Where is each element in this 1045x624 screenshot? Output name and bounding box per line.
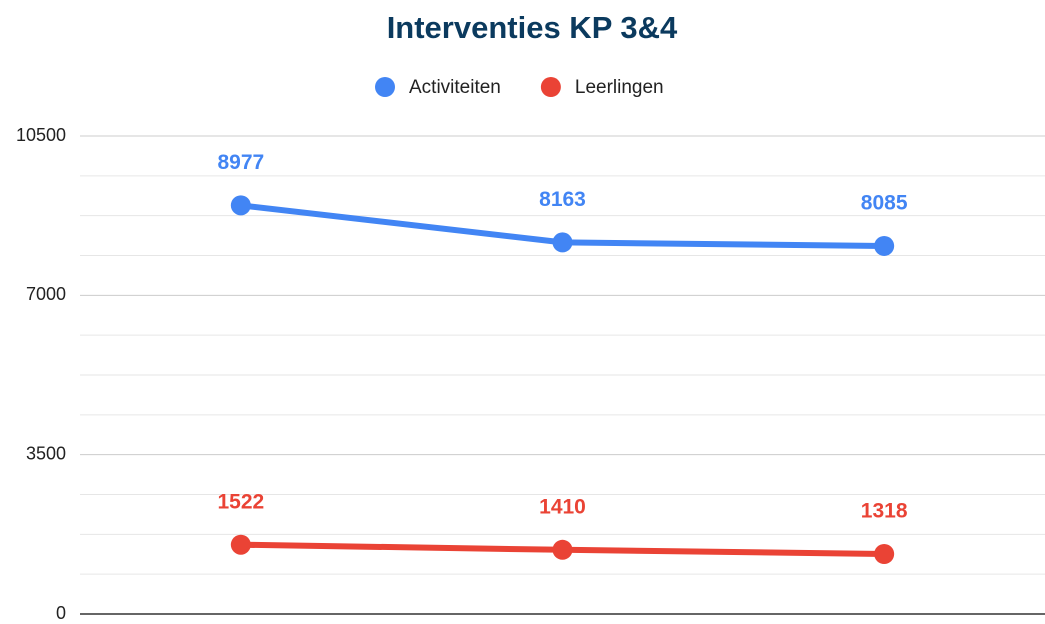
data-label: 1318 — [861, 500, 908, 523]
data-point — [230, 195, 251, 216]
data-point — [552, 539, 573, 560]
data-point — [230, 534, 251, 555]
legend-label: Activiteiten — [409, 77, 501, 98]
data-point — [552, 232, 573, 253]
data-label: 8085 — [861, 191, 908, 214]
legend-marker — [540, 77, 561, 97]
data-point — [874, 543, 895, 564]
legend-marker — [375, 77, 395, 97]
data-label: 1410 — [539, 495, 586, 518]
y-tick-label: 3500 — [26, 443, 66, 463]
y-tick-label: 10500 — [16, 125, 66, 145]
data-label: 1522 — [217, 490, 264, 513]
y-tick-label: 7000 — [26, 284, 66, 304]
chart-title: Interventies KP 3&4 — [387, 10, 678, 45]
data-label: 8163 — [539, 188, 586, 211]
y-tick-label: 0 — [56, 603, 66, 623]
data-label: 8977 — [217, 151, 264, 174]
data-point — [874, 235, 895, 256]
legend-label: Leerlingen — [575, 77, 664, 98]
